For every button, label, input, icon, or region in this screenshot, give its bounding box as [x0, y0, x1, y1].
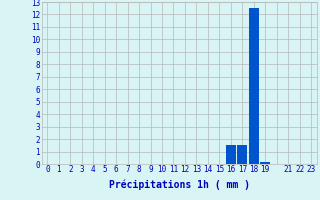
- X-axis label: Précipitations 1h ( mm ): Précipitations 1h ( mm ): [109, 180, 250, 190]
- Bar: [249, 8, 259, 164]
- Bar: [260, 162, 270, 164]
- Bar: [226, 145, 236, 164]
- Bar: [237, 145, 247, 164]
